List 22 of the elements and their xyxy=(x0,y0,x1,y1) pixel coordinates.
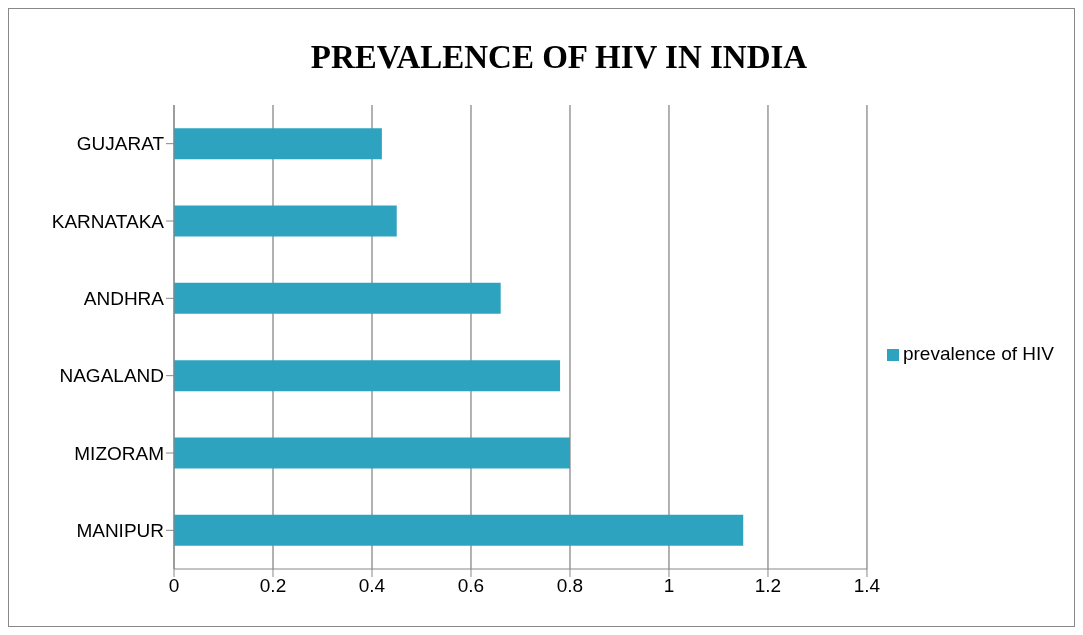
x-tick-label: 0.2 xyxy=(259,575,287,597)
x-tick-label: 1.4 xyxy=(853,575,881,597)
x-tick-label: 1 xyxy=(663,575,675,597)
x-tick-label: 1.2 xyxy=(754,575,782,597)
y-tick-label: KARNATAKA xyxy=(51,210,165,232)
bar xyxy=(174,514,744,546)
bar xyxy=(174,437,570,469)
bar xyxy=(174,360,561,392)
y-tick-label: GUJARAT xyxy=(76,133,165,155)
x-tick-label: 0.6 xyxy=(457,575,485,597)
bar xyxy=(174,282,501,314)
x-tick-label: 0.8 xyxy=(556,575,584,597)
legend-label: prevalence of HIV xyxy=(902,343,1054,364)
y-tick-label: NAGALAND xyxy=(59,365,164,387)
y-tick-label: MIZORAM xyxy=(74,442,164,464)
y-tick-label: MANIPUR xyxy=(76,520,164,542)
y-tick-label: ANDHRA xyxy=(83,288,165,310)
bar xyxy=(174,128,382,160)
chart-title: PREVALENCE OF HIV IN INDIA xyxy=(309,39,809,76)
bar xyxy=(174,205,397,237)
x-tick-label: 0 xyxy=(168,575,180,597)
x-tick-label: 0.4 xyxy=(358,575,386,597)
